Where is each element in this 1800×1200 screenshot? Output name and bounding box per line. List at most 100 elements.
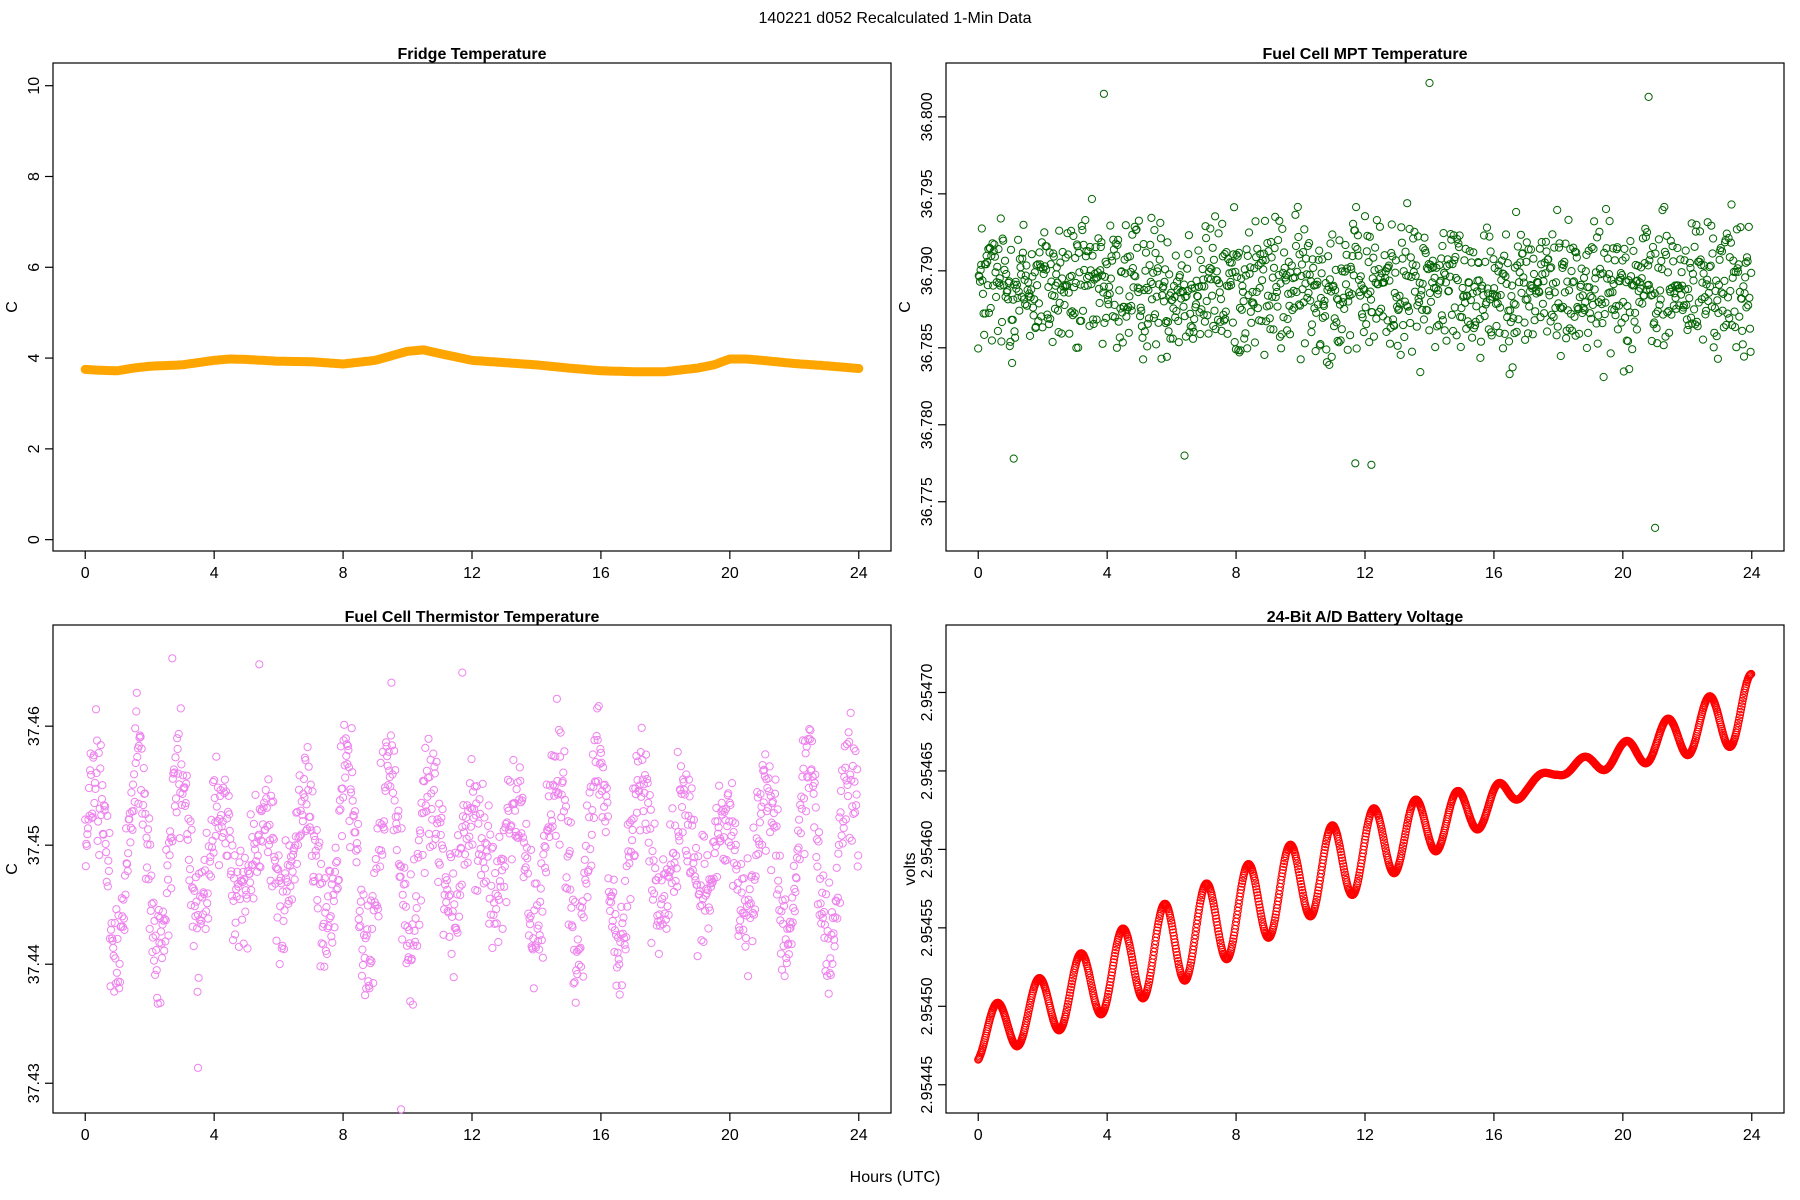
data-point bbox=[1194, 246, 1203, 255]
data-point bbox=[251, 790, 260, 800]
data-point bbox=[619, 913, 628, 922]
data-point bbox=[1569, 243, 1578, 252]
data-point bbox=[174, 769, 183, 778]
data-point bbox=[243, 944, 252, 953]
data-point bbox=[1745, 671, 1754, 680]
data-point bbox=[1391, 268, 1400, 277]
data-point bbox=[1166, 334, 1175, 343]
data-point bbox=[416, 829, 425, 838]
data-point bbox=[601, 828, 610, 837]
data-point bbox=[1644, 280, 1653, 289]
data-point bbox=[311, 835, 320, 845]
data-point bbox=[356, 921, 365, 930]
data-point bbox=[1516, 230, 1526, 239]
data-point bbox=[494, 937, 503, 947]
data-point bbox=[1342, 250, 1351, 259]
data-point bbox=[161, 916, 170, 925]
data-point bbox=[228, 841, 237, 850]
data-point bbox=[380, 825, 389, 834]
data-point bbox=[1145, 974, 1154, 984]
data-point bbox=[1335, 842, 1344, 851]
data-point bbox=[491, 869, 500, 878]
data-point bbox=[1326, 239, 1335, 248]
data-point bbox=[1383, 316, 1392, 325]
data-point bbox=[568, 895, 578, 904]
y-tick-label: 36.800 bbox=[919, 92, 936, 141]
data-point bbox=[1324, 282, 1333, 292]
data-point bbox=[704, 924, 713, 933]
data-point bbox=[444, 892, 453, 901]
data-point bbox=[396, 872, 405, 881]
data-point bbox=[1590, 285, 1599, 294]
data-point bbox=[578, 897, 587, 906]
data-point bbox=[447, 949, 456, 959]
data-point bbox=[1063, 1002, 1072, 1012]
data-point bbox=[983, 257, 992, 267]
data-point bbox=[1266, 325, 1275, 334]
data-point bbox=[522, 819, 531, 828]
data-point bbox=[147, 899, 156, 909]
data-point bbox=[1505, 370, 1514, 379]
data-point bbox=[492, 905, 501, 914]
data-point bbox=[1152, 292, 1161, 301]
data-point bbox=[992, 292, 1001, 302]
data-point bbox=[625, 859, 634, 868]
data-point bbox=[1368, 274, 1377, 283]
data-point bbox=[486, 830, 495, 839]
data-point bbox=[1231, 267, 1240, 276]
data-point bbox=[1550, 288, 1559, 297]
data-point bbox=[1156, 234, 1166, 243]
data-point bbox=[1214, 927, 1223, 936]
data-point bbox=[1537, 238, 1546, 247]
data-point bbox=[393, 812, 402, 821]
data-point bbox=[833, 914, 842, 923]
data-point bbox=[249, 894, 258, 903]
data-point bbox=[1228, 318, 1238, 327]
data-point bbox=[366, 896, 376, 905]
data-point bbox=[673, 747, 682, 757]
data-point bbox=[530, 906, 539, 915]
data-point bbox=[1621, 253, 1630, 262]
data-point bbox=[1065, 991, 1074, 1000]
data-point bbox=[1070, 309, 1079, 318]
data-point bbox=[831, 913, 840, 922]
data-point bbox=[690, 853, 699, 862]
data-point bbox=[128, 780, 138, 789]
data-point bbox=[313, 896, 322, 905]
data-point bbox=[1464, 278, 1473, 287]
data-point bbox=[227, 867, 236, 876]
data-point bbox=[188, 922, 197, 931]
data-point bbox=[1044, 320, 1054, 329]
data-point bbox=[1364, 258, 1373, 267]
data-point bbox=[1296, 355, 1305, 364]
data-point bbox=[1612, 302, 1621, 311]
data-point bbox=[110, 918, 119, 928]
data-point bbox=[203, 899, 212, 908]
data-point bbox=[94, 748, 103, 758]
data-point bbox=[1586, 292, 1595, 301]
data-point bbox=[1160, 277, 1169, 286]
data-point bbox=[296, 806, 305, 815]
data-point bbox=[245, 869, 254, 878]
data-point bbox=[1034, 299, 1044, 308]
x-tick-label: 24 bbox=[850, 1127, 868, 1144]
data-point bbox=[167, 833, 176, 842]
data-point bbox=[732, 865, 741, 874]
data-point bbox=[1693, 322, 1702, 331]
data-point bbox=[1501, 272, 1510, 281]
data-point bbox=[1186, 309, 1195, 318]
data-point bbox=[210, 776, 219, 785]
data-point bbox=[281, 869, 290, 878]
y-tick-label: 36.780 bbox=[919, 400, 936, 449]
data-point bbox=[427, 805, 436, 814]
data-point bbox=[1099, 89, 1109, 98]
data-point bbox=[134, 799, 143, 808]
data-point bbox=[1735, 710, 1745, 719]
data-point bbox=[1598, 319, 1607, 328]
data-point bbox=[1731, 323, 1740, 332]
data-point bbox=[496, 882, 505, 891]
data-point bbox=[468, 840, 477, 849]
data-point bbox=[842, 776, 851, 785]
data-point bbox=[1635, 278, 1645, 287]
